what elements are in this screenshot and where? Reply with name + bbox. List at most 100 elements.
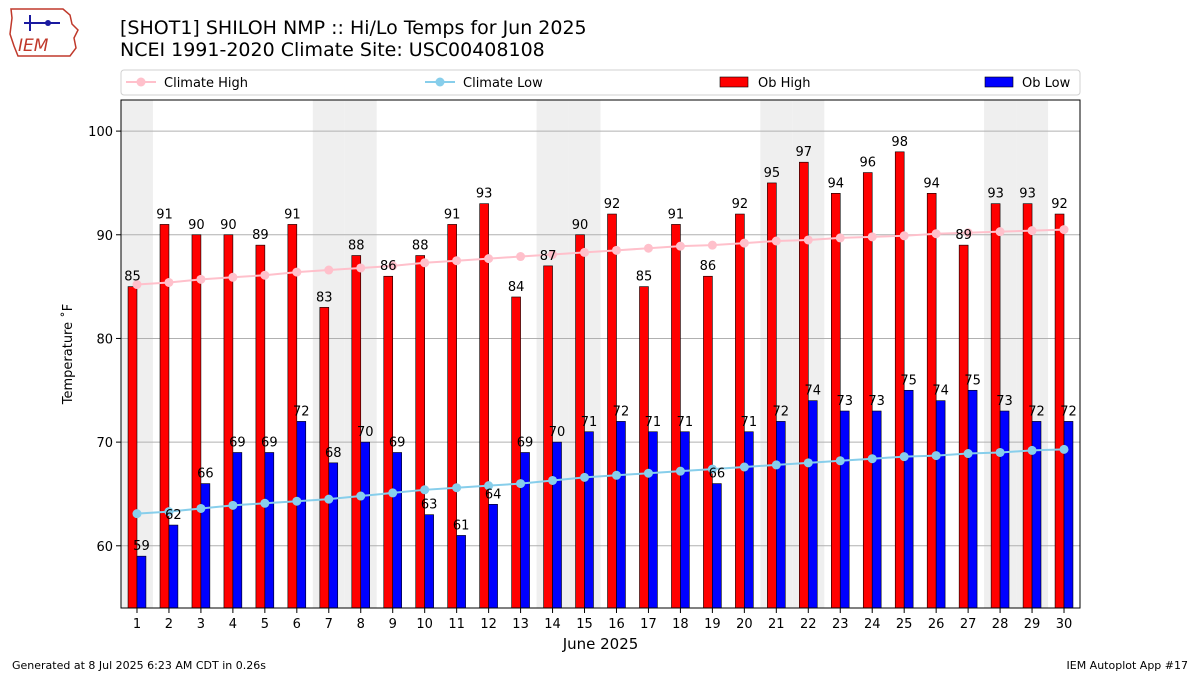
point-climate-low-12 [484, 481, 494, 491]
label-ob-low-2: 62 [165, 508, 182, 523]
point-climate-high-7 [324, 265, 334, 275]
bar-ob-low-4 [232, 452, 243, 609]
bar-ob-low-28 [999, 410, 1010, 609]
label-ob-high-25: 98 [891, 135, 908, 150]
label-ob-low-24: 73 [868, 394, 885, 409]
x-tick-label-7: 7 [325, 617, 333, 632]
label-ob-high-21: 95 [764, 166, 781, 181]
bar-ob-low-21 [776, 421, 786, 609]
point-climate-low-7 [324, 494, 334, 504]
label-ob-high-27: 89 [955, 228, 972, 243]
label-ob-low-6: 72 [293, 404, 310, 419]
label-ob-high-30: 92 [1051, 197, 1068, 212]
label-ob-low-4: 69 [229, 435, 246, 450]
point-climate-high-24 [867, 232, 877, 242]
point-climate-high-12 [484, 254, 494, 264]
label-ob-low-18: 71 [677, 415, 694, 430]
point-climate-low-22 [803, 458, 813, 468]
x-tick-label-4: 4 [229, 617, 237, 632]
label-ob-low-22: 74 [804, 384, 821, 399]
label-ob-low-8: 70 [357, 425, 374, 440]
line-climate-low [136, 448, 1065, 515]
x-tick-label-26: 26 [928, 617, 945, 632]
point-climate-high-1 [132, 280, 142, 290]
bar-ob-high-11 [447, 224, 457, 609]
bar-ob-low-17 [648, 431, 658, 609]
bar-ob-low-24 [871, 410, 882, 609]
point-climate-high-16 [611, 245, 621, 255]
label-ob-high-26: 94 [923, 176, 940, 191]
label-ob-high-23: 94 [828, 176, 845, 191]
bar-ob-low-2 [168, 524, 179, 609]
point-climate-high-23 [835, 233, 845, 243]
point-climate-high-9 [388, 261, 398, 271]
point-climate-low-30 [1059, 444, 1069, 454]
logo-text: IEM [18, 36, 49, 56]
x-tick-label-30: 30 [1056, 617, 1073, 632]
label-ob-high-13: 84 [508, 280, 525, 295]
label-ob-low-10: 63 [421, 498, 438, 513]
legend-climate-high-marker [136, 77, 146, 87]
point-climate-high-25 [899, 231, 909, 241]
y-tick-label-90: 90 [96, 229, 113, 244]
point-climate-high-10 [420, 258, 430, 268]
point-climate-high-26 [931, 229, 941, 239]
label-ob-high-20: 92 [732, 197, 749, 212]
label-ob-high-19: 86 [700, 259, 717, 274]
y-axis-label: Temperature ˚F [60, 304, 76, 405]
x-tick-label-10: 10 [416, 617, 433, 632]
bar-ob-low-14 [552, 441, 562, 609]
x-tick-label-15: 15 [576, 617, 593, 632]
x-tick-label-3: 3 [197, 617, 205, 632]
bar-ob-low-11 [456, 535, 466, 609]
x-tick-label-28: 28 [992, 617, 1009, 632]
x-tick-label-16: 16 [608, 617, 625, 632]
x-tick-label-23: 23 [832, 617, 849, 632]
bar-ob-low-13 [520, 452, 530, 609]
bar-ob-low-16 [616, 421, 626, 609]
x-tick-label-24: 24 [864, 617, 881, 632]
point-climate-low-10 [420, 485, 430, 495]
label-ob-high-11: 91 [444, 207, 461, 222]
point-climate-high-28 [995, 227, 1005, 237]
bar-ob-low-26 [935, 400, 946, 609]
point-climate-high-11 [452, 256, 462, 266]
label-ob-low-7: 68 [325, 446, 342, 461]
x-tick-label-18: 18 [672, 617, 689, 632]
point-climate-low-6 [292, 496, 302, 506]
bar-ob-low-25 [903, 389, 914, 609]
bar-ob-low-15 [584, 431, 594, 609]
chart-title: [SHOT1] SHILOH NMP :: Hi/Lo Temps for Ju… [120, 17, 587, 39]
label-ob-high-7: 83 [316, 290, 333, 305]
point-climate-high-27 [963, 228, 973, 238]
point-climate-low-29 [1027, 445, 1037, 455]
x-tick-label-20: 20 [736, 617, 753, 632]
point-climate-low-20 [739, 462, 749, 472]
point-climate-high-22 [803, 235, 813, 245]
bar-ob-low-22 [807, 400, 818, 609]
bar-ob-high-1 [127, 286, 138, 609]
x-tick-label-19: 19 [704, 617, 721, 632]
x-axis-label: June 2025 [562, 635, 639, 653]
legend-ob-high-label: Ob High [758, 76, 811, 91]
label-ob-low-1: 59 [133, 539, 150, 554]
chart-subtitle: NCEI 1991-2020 Climate Site: USC00408108 [120, 39, 545, 61]
x-tick-label-27: 27 [960, 617, 977, 632]
legend-climate-low-marker [435, 77, 445, 87]
point-climate-low-21 [771, 460, 781, 470]
bar-ob-low-8 [360, 441, 371, 609]
point-climate-low-1 [132, 509, 142, 519]
bar-ob-high-4 [223, 234, 234, 609]
point-climate-high-20 [739, 238, 749, 248]
label-ob-high-5: 89 [252, 228, 269, 243]
bar-ob-high-3 [191, 234, 202, 609]
point-climate-low-17 [643, 468, 653, 478]
bar-ob-high-10 [415, 255, 425, 609]
plot-frame [120, 99, 1081, 609]
x-tick-label-12: 12 [480, 617, 497, 632]
point-climate-high-19 [707, 240, 717, 250]
label-ob-high-8: 88 [348, 239, 365, 254]
x-tick-label-6: 6 [293, 617, 301, 632]
point-climate-high-4 [228, 272, 238, 282]
